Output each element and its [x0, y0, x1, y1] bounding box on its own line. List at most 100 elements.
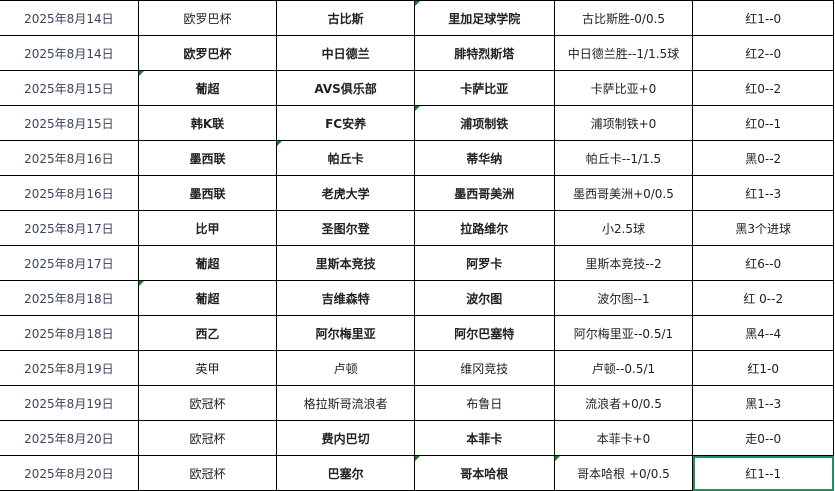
- cell-league[interactable]: 葡超: [137, 245, 278, 281]
- cell-handicap[interactable]: 小2.5球: [553, 210, 694, 246]
- cell-home[interactable]: 卢顿: [276, 350, 415, 386]
- cell-home[interactable]: 巴塞尔: [276, 455, 415, 491]
- cell-home[interactable]: 格拉斯哥流浪者: [276, 385, 415, 421]
- comment-marker-icon: [277, 141, 283, 146]
- cell-handicap[interactable]: 墨西哥美洲+0/0.5: [553, 175, 694, 211]
- cell-away[interactable]: 哥本哈根: [413, 455, 555, 491]
- cell-away[interactable]: 阿罗卡: [413, 245, 555, 281]
- cell-home[interactable]: 圣图尔登: [276, 210, 415, 246]
- cell-date[interactable]: 2025年8月18日: [0, 315, 139, 351]
- cell-date[interactable]: 2025年8月19日: [0, 350, 139, 386]
- cell-result[interactable]: 黑0--2: [692, 140, 834, 176]
- cell-date[interactable]: 2025年8月14日: [0, 0, 139, 36]
- cell-league[interactable]: 欧冠杯: [137, 420, 278, 456]
- cell-home[interactable]: 阿尔梅里亚: [276, 315, 415, 351]
- cell-away[interactable]: 腓特烈斯塔: [413, 35, 555, 71]
- cell-result[interactable]: 红1--0: [692, 0, 834, 36]
- cell-home[interactable]: 老虎大学: [276, 175, 415, 211]
- cell-result[interactable]: 红0--1: [692, 105, 834, 141]
- table-row: 2025年8月15日 韩K联 FC安养 浦项制铁 浦项制铁+0 红0--1: [0, 105, 834, 141]
- cell-league[interactable]: 韩K联: [137, 105, 278, 141]
- cell-league[interactable]: 欧冠杯: [137, 455, 278, 491]
- table-row: 2025年8月20日 欧冠杯 费内巴切 本菲卡 本菲卡+0 走0--0: [0, 420, 834, 456]
- table-row: 2025年8月16日 墨西联 帕丘卡 蒂华纳 帕丘卡--1/1.5 黑0--2: [0, 140, 834, 176]
- cell-handicap[interactable]: 波尔图--1: [553, 280, 694, 316]
- cell-result[interactable]: 黑3个进球: [692, 210, 834, 246]
- cell-date[interactable]: 2025年8月15日: [0, 70, 139, 106]
- table-row: 2025年8月14日 欧罗巴杯 古比斯 里加足球学院 古比斯胜-0/0.5 红1--0: [0, 0, 834, 36]
- cell-league[interactable]: 英甲: [137, 350, 278, 386]
- cell-away[interactable]: 里加足球学院: [413, 0, 555, 36]
- cell-date[interactable]: 2025年8月16日: [0, 140, 139, 176]
- cell-result[interactable]: 红 0--2: [692, 280, 834, 316]
- cell-home[interactable]: 帕丘卡: [276, 140, 415, 176]
- cell-date[interactable]: 2025年8月17日: [0, 210, 139, 246]
- cell-result[interactable]: 黑4--4: [692, 315, 834, 351]
- cell-handicap[interactable]: 古比斯胜-0/0.5: [553, 0, 694, 36]
- cell-home[interactable]: FC安养: [276, 105, 415, 141]
- comment-marker-icon: [415, 456, 420, 461]
- cell-handicap[interactable]: 中日德兰胜--1/1.5球: [553, 35, 694, 71]
- cell-league[interactable]: 欧罗巴杯: [137, 0, 278, 36]
- cell-league[interactable]: 墨西联: [137, 175, 278, 211]
- cell-league[interactable]: 墨西联: [137, 140, 278, 176]
- table-row: 2025年8月15日 葡超 AVS俱乐部 卡萨比亚 卡萨比亚+0 红0--2: [0, 70, 834, 106]
- cell-away[interactable]: 拉路维尔: [413, 210, 555, 246]
- cell-home[interactable]: 吉维森特: [276, 280, 415, 316]
- cell-result[interactable]: 红6--0: [692, 245, 834, 281]
- cell-result[interactable]: 走0--0: [692, 420, 834, 456]
- cell-date[interactable]: 2025年8月20日: [0, 455, 139, 491]
- cell-date[interactable]: 2025年8月19日: [0, 385, 139, 421]
- cell-result[interactable]: 红2--0: [692, 35, 834, 71]
- cell-away[interactable]: 布鲁日: [413, 385, 555, 421]
- cell-handicap[interactable]: 卢顿--0.5/1: [553, 350, 694, 386]
- comment-marker-icon: [415, 1, 420, 6]
- cell-handicap[interactable]: 流浪者+0/0.5: [553, 385, 694, 421]
- table-row: 2025年8月17日 比甲 圣图尔登 拉路维尔 小2.5球 黑3个进球: [0, 210, 834, 246]
- cell-away[interactable]: 阿尔巴塞特: [413, 315, 555, 351]
- cell-league[interactable]: 欧罗巴杯: [137, 35, 278, 71]
- comment-marker-icon: [139, 71, 144, 76]
- cell-handicap[interactable]: 本菲卡+0: [553, 420, 694, 456]
- cell-away[interactable]: 蒂华纳: [413, 140, 555, 176]
- cell-result[interactable]: 黑1--3: [692, 385, 834, 421]
- table-row: 2025年8月19日 欧冠杯 格拉斯哥流浪者 布鲁日 流浪者+0/0.5 黑1--3: [0, 385, 834, 421]
- table-row: 2025年8月16日 墨西联 老虎大学 墨西哥美洲 墨西哥美洲+0/0.5 红1--3: [0, 175, 834, 211]
- cell-league[interactable]: 葡超: [137, 280, 278, 316]
- cell-home[interactable]: 费内巴切: [276, 420, 415, 456]
- cell-away[interactable]: 本菲卡: [413, 420, 555, 456]
- cell-handicap[interactable]: 哥本哈根 +0/0.5: [553, 455, 694, 491]
- cell-result[interactable]: 红1--1: [692, 455, 834, 491]
- table-row: 2025年8月14日 欧罗巴杯 中日德兰 腓特烈斯塔 中日德兰胜--1/1.5球 红2--…: [0, 35, 834, 71]
- cell-result[interactable]: 红1--3: [692, 175, 834, 211]
- cell-home[interactable]: AVS俱乐部: [276, 70, 415, 106]
- cell-home[interactable]: 里斯本竞技: [276, 245, 415, 281]
- cell-date[interactable]: 2025年8月14日: [0, 35, 139, 71]
- cell-handicap[interactable]: 卡萨比亚+0: [553, 70, 694, 106]
- cell-handicap[interactable]: 里斯本竞技--2: [553, 245, 694, 281]
- table-row: 2025年8月17日 葡超 里斯本竞技 阿罗卡 里斯本竞技--2 红6--0: [0, 245, 834, 281]
- cell-away[interactable]: 墨西哥美洲: [413, 175, 555, 211]
- cell-away[interactable]: 维冈竞技: [413, 350, 555, 386]
- cell-home[interactable]: 中日德兰: [276, 35, 415, 71]
- cell-handicap[interactable]: 浦项制铁+0: [553, 105, 694, 141]
- cell-away[interactable]: 卡萨比亚: [413, 70, 555, 106]
- cell-handicap[interactable]: 阿尔梅里亚--0.5/1: [553, 315, 694, 351]
- cell-league[interactable]: 比甲: [137, 210, 278, 246]
- cell-date[interactable]: 2025年8月18日: [0, 280, 139, 316]
- cell-away[interactable]: 浦项制铁: [413, 105, 555, 141]
- cell-date[interactable]: 2025年8月15日: [0, 105, 139, 141]
- cell-result[interactable]: 红0--2: [692, 70, 834, 106]
- comment-marker-icon: [139, 281, 144, 286]
- cell-league[interactable]: 欧冠杯: [137, 385, 278, 421]
- cell-handicap[interactable]: 帕丘卡--1/1.5: [553, 140, 694, 176]
- cell-league[interactable]: 葡超: [137, 70, 278, 106]
- cell-date[interactable]: 2025年8月20日: [0, 420, 139, 456]
- cell-home[interactable]: 古比斯: [276, 0, 415, 36]
- cell-result[interactable]: 红1-0: [692, 350, 834, 386]
- cell-away[interactable]: 波尔图: [413, 280, 555, 316]
- cell-date[interactable]: 2025年8月17日: [0, 245, 139, 281]
- cell-league[interactable]: 西乙: [137, 315, 278, 351]
- cell-date[interactable]: 2025年8月16日: [0, 175, 139, 211]
